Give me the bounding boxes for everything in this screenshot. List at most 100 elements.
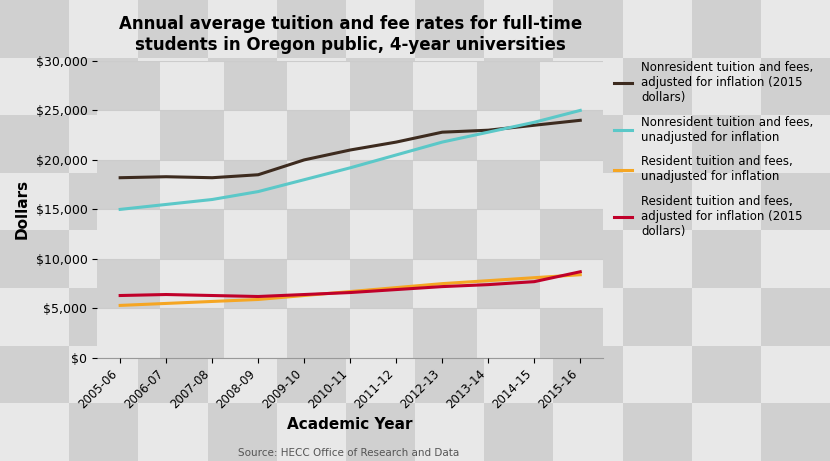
- Nonresident tuition and fees,
adjusted for inflation (2015
dollars): [208, 175, 217, 181]
- Resident tuition and fees,
unadjusted for inflation: [208, 299, 217, 304]
- Nonresident tuition and fees,
adjusted for inflation (2015
dollars): [437, 130, 447, 135]
- Bar: [160, 308, 223, 358]
- Bar: [476, 160, 540, 209]
- Bar: [97, 209, 160, 259]
- Resident tuition and fees,
adjusted for inflation (2015
dollars): [437, 284, 447, 290]
- Nonresident tuition and fees,
unadjusted for inflation: [530, 119, 540, 125]
- Bar: [223, 160, 287, 209]
- Bar: [350, 61, 413, 110]
- Resident tuition and fees,
unadjusted for inflation: [253, 297, 263, 302]
- Resident tuition and fees,
unadjusted for inflation: [345, 289, 355, 294]
- Nonresident tuition and fees,
unadjusted for inflation: [115, 207, 125, 212]
- Bar: [223, 61, 287, 110]
- Bar: [476, 259, 540, 308]
- Bar: [350, 209, 413, 259]
- Bar: [350, 110, 413, 160]
- Bar: [97, 61, 160, 110]
- Bar: [160, 110, 223, 160]
- Resident tuition and fees,
unadjusted for inflation: [530, 275, 540, 280]
- Nonresident tuition and fees,
adjusted for inflation (2015
dollars): [161, 174, 171, 179]
- Bar: [160, 61, 223, 110]
- Bar: [476, 61, 540, 110]
- Bar: [540, 61, 603, 110]
- Line: Nonresident tuition and fees,
unadjusted for inflation: Nonresident tuition and fees, unadjusted…: [120, 110, 580, 209]
- Bar: [413, 160, 476, 209]
- Nonresident tuition and fees,
adjusted for inflation (2015
dollars): [253, 172, 263, 177]
- Y-axis label: Dollars: Dollars: [15, 179, 30, 239]
- Line: Resident tuition and fees,
adjusted for inflation (2015
dollars): Resident tuition and fees, adjusted for …: [120, 272, 580, 296]
- Bar: [97, 160, 160, 209]
- Resident tuition and fees,
adjusted for inflation (2015
dollars): [345, 290, 355, 296]
- Bar: [413, 259, 476, 308]
- Legend: Nonresident tuition and fees,
adjusted for inflation (2015
dollars), Nonresident: Nonresident tuition and fees, adjusted f…: [614, 61, 813, 238]
- Nonresident tuition and fees,
adjusted for inflation (2015
dollars): [300, 157, 310, 163]
- Resident tuition and fees,
adjusted for inflation (2015
dollars): [391, 287, 401, 292]
- X-axis label: Academic Year: Academic Year: [287, 417, 413, 432]
- Bar: [540, 110, 603, 160]
- Nonresident tuition and fees,
adjusted for inflation (2015
dollars): [115, 175, 125, 181]
- Resident tuition and fees,
adjusted for inflation (2015
dollars): [253, 294, 263, 299]
- Bar: [97, 110, 160, 160]
- Nonresident tuition and fees,
adjusted for inflation (2015
dollars): [345, 147, 355, 153]
- Bar: [223, 259, 287, 308]
- Bar: [540, 160, 603, 209]
- Bar: [287, 160, 350, 209]
- Resident tuition and fees,
adjusted for inflation (2015
dollars): [530, 279, 540, 284]
- Bar: [350, 160, 413, 209]
- Bar: [413, 110, 476, 160]
- Resident tuition and fees,
adjusted for inflation (2015
dollars): [483, 282, 493, 287]
- Resident tuition and fees,
unadjusted for inflation: [575, 272, 585, 278]
- Bar: [223, 110, 287, 160]
- Nonresident tuition and fees,
unadjusted for inflation: [345, 165, 355, 171]
- Nonresident tuition and fees,
adjusted for inflation (2015
dollars): [391, 139, 401, 145]
- Nonresident tuition and fees,
unadjusted for inflation: [253, 189, 263, 195]
- Bar: [97, 308, 160, 358]
- Nonresident tuition and fees,
unadjusted for inflation: [437, 139, 447, 145]
- Bar: [540, 209, 603, 259]
- Text: Source: HECC Office of Research and Data: Source: HECC Office of Research and Data: [238, 449, 459, 458]
- Bar: [287, 209, 350, 259]
- Bar: [413, 209, 476, 259]
- Nonresident tuition and fees,
unadjusted for inflation: [575, 107, 585, 113]
- Nonresident tuition and fees,
unadjusted for inflation: [483, 130, 493, 135]
- Resident tuition and fees,
adjusted for inflation (2015
dollars): [161, 292, 171, 297]
- Bar: [223, 308, 287, 358]
- Line: Nonresident tuition and fees,
adjusted for inflation (2015
dollars): Nonresident tuition and fees, adjusted f…: [120, 120, 580, 178]
- Resident tuition and fees,
unadjusted for inflation: [437, 281, 447, 286]
- Nonresident tuition and fees,
unadjusted for inflation: [208, 197, 217, 202]
- Resident tuition and fees,
adjusted for inflation (2015
dollars): [115, 293, 125, 298]
- Bar: [223, 209, 287, 259]
- Line: Resident tuition and fees,
unadjusted for inflation: Resident tuition and fees, unadjusted fo…: [120, 275, 580, 305]
- Bar: [350, 259, 413, 308]
- Resident tuition and fees,
unadjusted for inflation: [161, 301, 171, 306]
- Bar: [413, 61, 476, 110]
- Bar: [160, 209, 223, 259]
- Bar: [476, 308, 540, 358]
- Resident tuition and fees,
unadjusted for inflation: [391, 285, 401, 290]
- Nonresident tuition and fees,
adjusted for inflation (2015
dollars): [575, 118, 585, 123]
- Bar: [476, 209, 540, 259]
- Nonresident tuition and fees,
adjusted for inflation (2015
dollars): [483, 127, 493, 133]
- Bar: [540, 308, 603, 358]
- Resident tuition and fees,
adjusted for inflation (2015
dollars): [300, 292, 310, 297]
- Title: Annual average tuition and fee rates for full-time
students in Oregon public, 4-: Annual average tuition and fee rates for…: [119, 15, 582, 54]
- Bar: [287, 308, 350, 358]
- Bar: [160, 259, 223, 308]
- Bar: [287, 61, 350, 110]
- Resident tuition and fees,
unadjusted for inflation: [483, 278, 493, 284]
- Resident tuition and fees,
adjusted for inflation (2015
dollars): [208, 293, 217, 298]
- Nonresident tuition and fees,
adjusted for inflation (2015
dollars): [530, 123, 540, 128]
- Resident tuition and fees,
unadjusted for inflation: [115, 302, 125, 308]
- Bar: [97, 259, 160, 308]
- Bar: [287, 259, 350, 308]
- Nonresident tuition and fees,
unadjusted for inflation: [161, 201, 171, 207]
- Resident tuition and fees,
adjusted for inflation (2015
dollars): [575, 269, 585, 274]
- Nonresident tuition and fees,
unadjusted for inflation: [391, 152, 401, 158]
- Bar: [413, 308, 476, 358]
- Bar: [350, 308, 413, 358]
- Nonresident tuition and fees,
unadjusted for inflation: [300, 177, 310, 183]
- Bar: [287, 110, 350, 160]
- Resident tuition and fees,
unadjusted for inflation: [300, 293, 310, 298]
- Bar: [540, 259, 603, 308]
- Bar: [160, 160, 223, 209]
